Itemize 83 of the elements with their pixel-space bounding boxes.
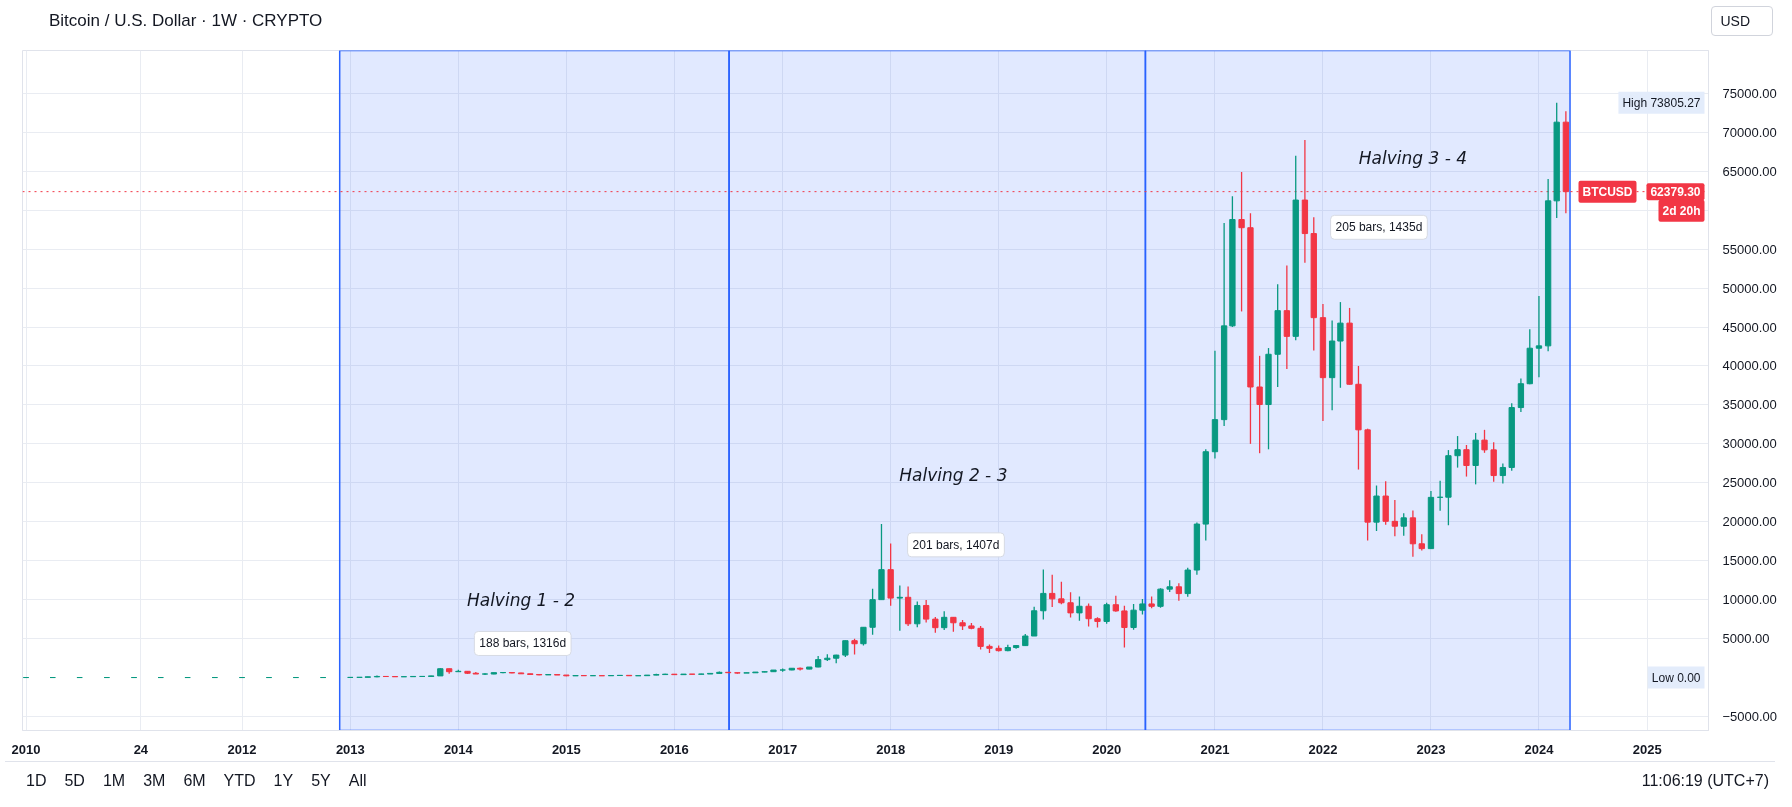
candlestick: [1076, 595, 1083, 622]
y-tick-label: 70000.00: [1722, 124, 1777, 140]
x-tick-label: 2025: [1632, 741, 1662, 757]
annotation: 2d 20h: [1662, 203, 1701, 218]
candlestick: [1085, 602, 1092, 628]
annotation: Halving 3 - 4: [1358, 148, 1468, 169]
candlestick: [1184, 567, 1191, 598]
y-tick-label: −5000.00: [1722, 708, 1778, 724]
band-label: 188 bars, 1316d: [479, 636, 567, 651]
band-label: 201 bars, 1407d: [912, 537, 1000, 552]
candlestick: [977, 625, 984, 651]
annotation: Halving 2 - 3: [899, 465, 1008, 486]
annotation: Low 0.00: [1651, 670, 1701, 685]
candlestick: [1040, 568, 1047, 621]
candlestick: [914, 600, 921, 628]
y-tick-label: 10000.00: [1722, 592, 1777, 608]
x-tick-label: 2017: [768, 741, 798, 757]
candlestick: [1400, 512, 1407, 537]
y-tick-label: 25000.00: [1722, 475, 1777, 491]
text: 1Y: [273, 772, 294, 790]
x-tick-label: 2016: [659, 741, 689, 757]
y-tick-label: 15000.00: [1722, 553, 1777, 569]
candlestick: [1391, 499, 1399, 537]
candlestick: [1535, 295, 1543, 378]
x-tick-label: 2014: [443, 741, 474, 757]
x-tick-label: 2020: [1092, 741, 1122, 757]
candlestick: [1103, 602, 1110, 625]
x-tick-label: 2012: [227, 741, 257, 757]
text: 1M: [102, 772, 126, 790]
text: All: [348, 772, 367, 790]
y-tick-label: 35000.00: [1722, 397, 1777, 413]
text: 11:06:19 (UTC+7): [1641, 771, 1770, 792]
candlestick: [1499, 462, 1507, 485]
candlestick: [923, 599, 930, 624]
x-tick-label: 2010: [11, 741, 41, 757]
annotation: 62379.30: [1650, 185, 1701, 200]
y-tick-label: 50000.00: [1722, 280, 1777, 296]
candlestick: [1157, 587, 1164, 609]
y-tick-label: 5000.00: [1722, 631, 1770, 647]
candlestick: [796, 666, 804, 672]
x-tick-label: 24: [133, 741, 149, 757]
text: 5D: [64, 772, 85, 790]
candlestick: [1049, 574, 1056, 608]
text: 1D: [26, 772, 47, 790]
annotation: High 73805.27: [1622, 95, 1701, 110]
band-label: 205 bars, 1435d: [1335, 220, 1423, 235]
candlestick: [1337, 301, 1344, 389]
text: YTD: [223, 772, 256, 790]
candlestick: [1517, 377, 1525, 413]
candlestick: [860, 626, 867, 647]
y-tick-label: 20000.00: [1722, 514, 1777, 530]
candlestick: [1436, 480, 1444, 512]
x-tick-label: 2024: [1524, 741, 1555, 757]
candlestick: [1130, 603, 1137, 631]
candlestick: [1121, 605, 1128, 649]
ref-line-label: BTCUSD: [1582, 184, 1633, 199]
y-tick-label: 30000.00: [1722, 436, 1777, 452]
y-tick-label: 40000.00: [1722, 358, 1777, 374]
x-tick-label: 2022: [1308, 741, 1338, 757]
candlestick: [1058, 581, 1065, 605]
x-tick-label: 2023: [1416, 741, 1446, 757]
text: 5Y: [311, 772, 331, 790]
candlestick: [941, 610, 948, 631]
x-tick-label: 2019: [984, 741, 1014, 757]
text: 6M: [183, 772, 206, 790]
y-axis-title: USD: [1711, 6, 1773, 36]
y-tick-label: 45000.00: [1722, 319, 1777, 335]
candlestick: [896, 584, 903, 632]
y-tick-label: 75000.00: [1722, 85, 1777, 101]
x-tick-label: 2021: [1200, 741, 1230, 757]
x-tick-label: 2013: [335, 741, 365, 757]
chart-title: Bitcoin / U.S. Dollar · 1W · CRYPTO: [48, 9, 323, 32]
y-tick-label: 55000.00: [1722, 241, 1777, 257]
candlestick: [1481, 429, 1488, 454]
x-tick-label: 2015: [551, 741, 581, 757]
candlestick: [1256, 355, 1263, 454]
candlestick: [1463, 444, 1470, 478]
x-tick-label: 2018: [876, 741, 906, 757]
y-tick-label: 65000.00: [1722, 163, 1777, 179]
candlestick: [1454, 435, 1461, 469]
text: 3M: [143, 772, 166, 790]
candlestick: [1067, 591, 1074, 619]
annotation: Halving 1 - 2: [466, 589, 576, 610]
